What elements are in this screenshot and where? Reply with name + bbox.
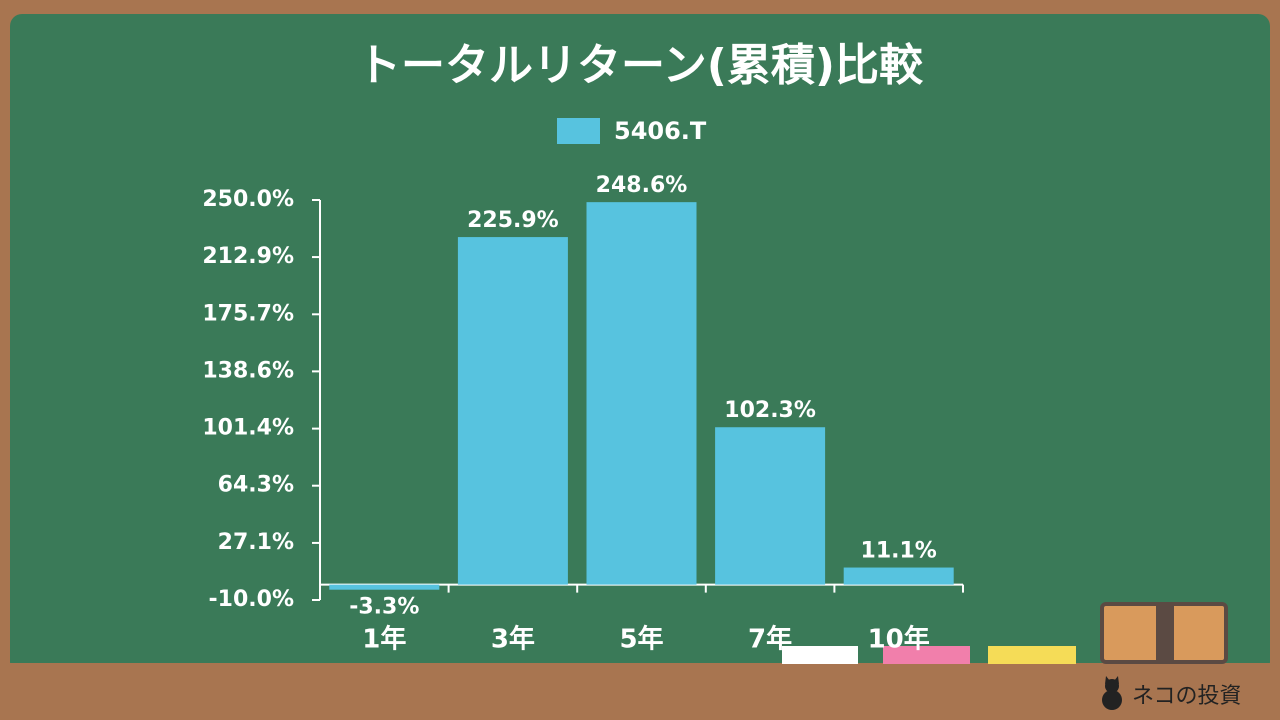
bar	[586, 202, 697, 585]
bar	[329, 584, 440, 590]
value-label: 11.1%	[861, 539, 937, 564]
x-tick-label: 7年	[748, 624, 792, 655]
x-tick-label: 5年	[619, 624, 663, 655]
value-label: -3.3%	[349, 595, 419, 620]
x-tick-label: 10年	[868, 624, 930, 655]
eraser	[1100, 602, 1228, 664]
bar	[457, 237, 568, 585]
y-tick-label: 175.7%	[202, 301, 294, 326]
watermark: ネコの投資	[1132, 684, 1242, 709]
y-tick-label: 138.6%	[202, 358, 294, 383]
board-ledge	[0, 663, 1280, 720]
chalk-yellow	[988, 646, 1076, 664]
legend-label: 5406.T	[614, 117, 707, 145]
value-label: 225.9%	[467, 208, 559, 233]
value-label: 248.6%	[596, 173, 688, 198]
chalk-white	[782, 646, 858, 664]
cat-icon	[1102, 676, 1122, 710]
y-tick-label: 27.1%	[218, 530, 294, 555]
chalk-pink	[883, 646, 970, 664]
x-tick-label: 1年	[362, 624, 406, 655]
y-tick-label: 101.4%	[202, 416, 294, 441]
value-label: 102.3%	[724, 398, 816, 423]
y-tick-label: 64.3%	[218, 473, 294, 498]
bar	[715, 427, 826, 585]
x-tick-label: 3年	[491, 624, 535, 655]
y-tick-label: 212.9%	[202, 244, 294, 269]
y-tick-label: 250.0%	[202, 187, 294, 212]
legend-swatch	[557, 118, 600, 144]
chart-title: トータルリターン(累積)比較	[357, 40, 924, 91]
bar	[843, 567, 954, 585]
y-tick-label: -10.0%	[209, 587, 294, 612]
